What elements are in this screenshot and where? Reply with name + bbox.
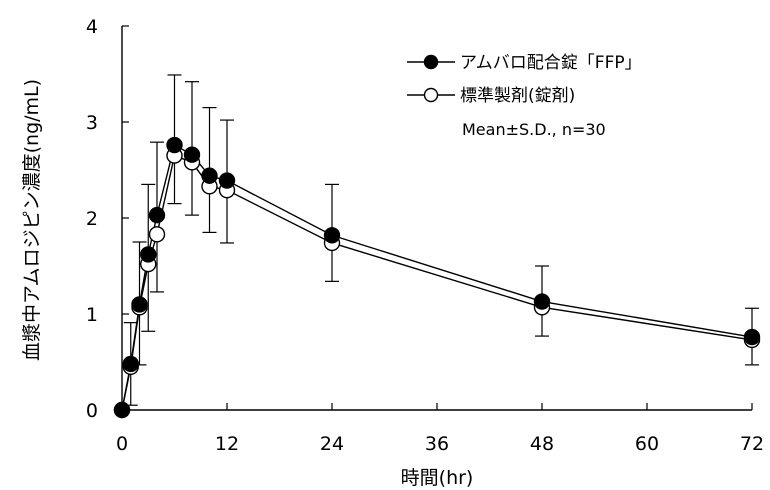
x-tick-label: 48 [530, 433, 554, 455]
data-point-test [323, 227, 341, 244]
x-tick-label: 12 [215, 433, 239, 455]
data-point-reference [148, 226, 166, 243]
data-point-test [166, 136, 183, 154]
y-axis-ticks: 0 1 2 3 4 [86, 16, 129, 422]
x-axis-ticks: 0 12 24 36 48 60 72 [116, 403, 764, 455]
y-tick-label: 3 [86, 112, 98, 134]
x-tick-label: 0 [116, 433, 128, 455]
data-point-test [183, 146, 201, 163]
axes [121, 26, 752, 411]
x-tick-label: 72 [740, 433, 764, 455]
y-axis-title: 血漿中アムロジピン濃度(ng/mL) [21, 79, 43, 361]
y-tick-label: 4 [86, 16, 98, 38]
y-tick-label: 1 [86, 304, 98, 326]
legend-marker-test [423, 54, 439, 70]
data-point-test [533, 293, 551, 310]
data-points [113, 136, 761, 419]
y-tick-label: 0 [86, 400, 98, 422]
data-point-test [140, 246, 157, 263]
data-point-test [131, 296, 148, 313]
data-point-test [122, 355, 139, 373]
stats-note: Mean±S.D., n=30 [462, 120, 606, 139]
x-tick-label: 60 [635, 433, 659, 455]
x-tick-label: 36 [425, 433, 449, 455]
legend: アムバロ配合錠「FFP」 標準製剤(錠剤) Mean±S.D., n=30 [407, 53, 642, 139]
legend-label-test: アムバロ配合錠「FFP」 [460, 53, 642, 73]
data-point-test [201, 167, 218, 184]
x-axis-title: 時間(hr) [401, 467, 474, 489]
error-bars [123, 74, 759, 406]
x-tick-label: 24 [320, 433, 344, 455]
legend-label-reference: 標準製剤(錠剤) [460, 86, 575, 106]
data-point-test [218, 172, 236, 189]
data-point-test [113, 401, 131, 419]
data-point-test [148, 206, 166, 224]
series-line-reference [121, 154, 753, 411]
y-tick-label: 2 [86, 208, 98, 230]
legend-marker-reference [423, 87, 439, 103]
data-point-test [743, 328, 761, 346]
